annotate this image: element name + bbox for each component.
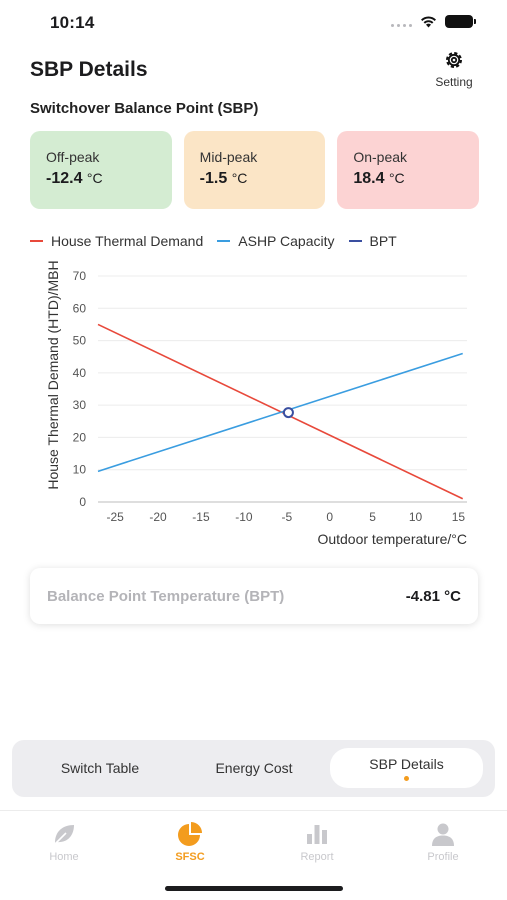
x-tick-label: -25 bbox=[106, 510, 124, 524]
legend-item-bpt[interactable]: BPT bbox=[348, 233, 397, 249]
legend-label: BPT bbox=[369, 233, 397, 249]
bottom-tab-bar: Home SFSC Report Profile bbox=[0, 810, 507, 870]
card-unit: °C bbox=[231, 170, 248, 186]
legend-label: ASHP Capacity bbox=[238, 233, 335, 249]
y-axis-label: House Thermal Demand (HTD)/MBH bbox=[45, 260, 61, 489]
segment-energy-cost[interactable]: Energy Cost bbox=[174, 748, 334, 788]
card-label: Mid-peak bbox=[199, 149, 258, 165]
y-tick-label: 70 bbox=[73, 269, 87, 283]
bpt-point bbox=[282, 407, 294, 419]
home-indicator bbox=[165, 886, 343, 891]
y-tick-label: 60 bbox=[73, 301, 87, 315]
y-tick-label: 10 bbox=[73, 463, 87, 477]
series-line-1 bbox=[97, 352, 463, 473]
legend-label: House Thermal Demand bbox=[51, 233, 204, 249]
legend-swatch bbox=[30, 240, 43, 242]
legend-swatch bbox=[348, 240, 362, 242]
y-tick-labels: 0 10 20 30 40 50 60 70 bbox=[73, 269, 87, 509]
wifi-icon bbox=[421, 16, 436, 28]
y-tick-label: 0 bbox=[79, 495, 86, 509]
y-tick-label: 20 bbox=[73, 430, 87, 444]
bpt-result-box: Balance Point Temperature (BPT) -4.81 °C bbox=[30, 568, 478, 624]
bar-chart-icon bbox=[307, 825, 327, 844]
segment-sbp-details[interactable]: SBP Details bbox=[330, 748, 483, 788]
setting-label: Setting bbox=[435, 75, 473, 89]
view-segmented-control: Switch Table Energy Cost SBP Details bbox=[12, 740, 495, 797]
signal-icon bbox=[391, 17, 412, 27]
card-off-peak: Off-peak -12.4 °C bbox=[30, 131, 172, 209]
legend-swatch bbox=[217, 240, 231, 242]
legend-item-htd[interactable]: House Thermal Demand bbox=[30, 233, 203, 249]
legend-item-ashp[interactable]: ASHP Capacity bbox=[217, 233, 335, 249]
card-on-peak: On-peak 18.4 °C bbox=[337, 131, 480, 209]
x-tick-label: 10 bbox=[409, 510, 423, 524]
segment-switch-table[interactable]: Switch Table bbox=[20, 748, 180, 788]
sbp-cards: Off-peak -12.4 °C Mid-peak -1.5 °C On-pe… bbox=[30, 131, 480, 209]
card-label: On-peak bbox=[353, 149, 408, 165]
x-tick-label: -15 bbox=[192, 510, 210, 524]
tab-label: Profile bbox=[427, 851, 459, 863]
status-icons bbox=[391, 15, 476, 28]
tab-label: Report bbox=[300, 851, 334, 863]
person-icon bbox=[432, 823, 454, 846]
x-tick-label: 0 bbox=[326, 510, 333, 524]
card-unit: °C bbox=[86, 170, 103, 186]
y-tick-label: 30 bbox=[73, 398, 87, 412]
setting-button[interactable]: Setting bbox=[428, 48, 480, 92]
pie-chart-icon bbox=[178, 822, 202, 846]
y-tick-label: 50 bbox=[73, 334, 87, 348]
x-tick-label: -10 bbox=[235, 510, 253, 524]
section-title: Switchover Balance Point (SBP) bbox=[30, 100, 259, 117]
tab-label: SFSC bbox=[175, 851, 205, 863]
x-tick-label: -20 bbox=[149, 510, 167, 524]
y-tick-label: 40 bbox=[73, 366, 87, 380]
card-value-number: -12.4 bbox=[46, 170, 83, 187]
leaf-icon bbox=[53, 825, 74, 846]
tab-label: Home bbox=[49, 851, 79, 863]
tab-profile[interactable]: Profile bbox=[403, 821, 483, 863]
tab-report[interactable]: Report bbox=[277, 821, 357, 863]
card-label: Off-peak bbox=[46, 149, 100, 165]
x-tick-label: -5 bbox=[281, 510, 292, 524]
segment-label: Switch Table bbox=[60, 760, 140, 776]
tab-sfsc[interactable]: SFSC bbox=[150, 821, 230, 863]
x-tick-labels: -25 -20 -15 -10 -5 0 5 10 15 bbox=[106, 510, 465, 524]
card-value: 18.4 °C bbox=[353, 170, 463, 188]
card-value: -1.5 °C bbox=[200, 170, 310, 188]
active-indicator-dot bbox=[404, 776, 409, 781]
tab-home[interactable]: Home bbox=[24, 821, 104, 863]
gear-icon bbox=[446, 52, 462, 68]
segment-label: SBP Details bbox=[369, 756, 444, 772]
x-tick-label: 5 bbox=[369, 510, 376, 524]
chart-lines bbox=[97, 323, 464, 500]
card-value: -12.4 °C bbox=[46, 170, 156, 188]
bpt-value: -4.81 °C bbox=[405, 587, 461, 605]
card-unit: °C bbox=[388, 170, 405, 186]
card-mid-peak: Mid-peak -1.5 °C bbox=[183, 131, 326, 209]
sbp-line-chart: 0 10 20 30 40 50 60 70 -25 -20 -15 -10 -5 0 5 10 15 Hou… bbox=[45, 260, 467, 547]
x-axis-label: Outdoor temperature/°C bbox=[317, 531, 467, 547]
card-value-number: -1.5 bbox=[199, 170, 228, 187]
bpt-label: Balance Point Temperature (BPT) bbox=[47, 587, 285, 605]
x-tick-label: 15 bbox=[452, 510, 466, 524]
segment-label: Energy Cost bbox=[215, 760, 293, 776]
card-value-number: 18.4 bbox=[353, 170, 385, 187]
status-time: 10:14 bbox=[50, 13, 95, 32]
chart-grid bbox=[98, 275, 467, 503]
status-bar: 10:14 bbox=[0, 0, 507, 46]
page-title: SBP Details bbox=[30, 58, 148, 81]
battery-icon bbox=[445, 15, 476, 28]
chart-legend: House Thermal Demand ASHP Capacity BPT bbox=[30, 233, 397, 249]
